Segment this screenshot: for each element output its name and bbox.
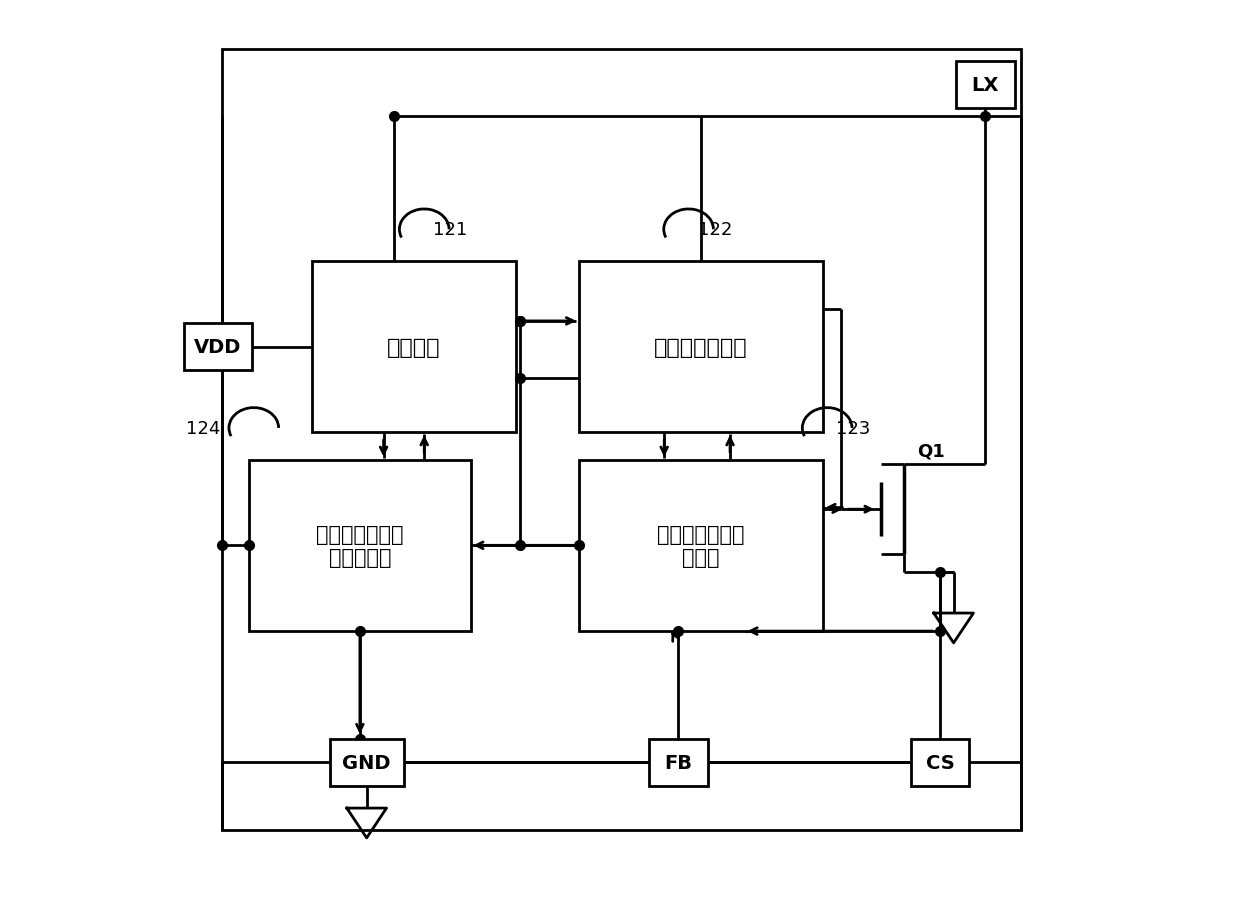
- Text: 准谐振控制及谷
底检测电路: 准谐振控制及谷 底检测电路: [316, 524, 404, 567]
- Text: LX: LX: [971, 76, 999, 96]
- Text: Q1: Q1: [918, 442, 945, 460]
- Text: 122: 122: [698, 221, 732, 239]
- Bar: [249, 460, 471, 631]
- Bar: [649, 739, 707, 786]
- Text: VDD: VDD: [195, 337, 242, 357]
- Text: 123: 123: [836, 419, 871, 437]
- Text: 121: 121: [434, 221, 467, 239]
- Text: 脉冲频率调制控
制电路: 脉冲频率调制控 制电路: [657, 524, 745, 567]
- Text: 供电电路: 供电电路: [388, 337, 441, 357]
- Bar: [579, 460, 823, 631]
- Bar: [312, 262, 515, 433]
- Text: GND: GND: [342, 752, 392, 772]
- Text: 低待机控制电路: 低待机控制电路: [654, 337, 747, 357]
- Bar: [911, 739, 969, 786]
- Text: FB: FB: [664, 752, 693, 772]
- Text: 124: 124: [186, 419, 221, 437]
- Bar: [579, 262, 823, 433]
- Text: CS: CS: [926, 752, 954, 772]
- Bar: [222, 50, 1021, 830]
- Bar: [183, 324, 252, 371]
- Bar: [330, 739, 404, 786]
- Bar: [955, 62, 1015, 109]
